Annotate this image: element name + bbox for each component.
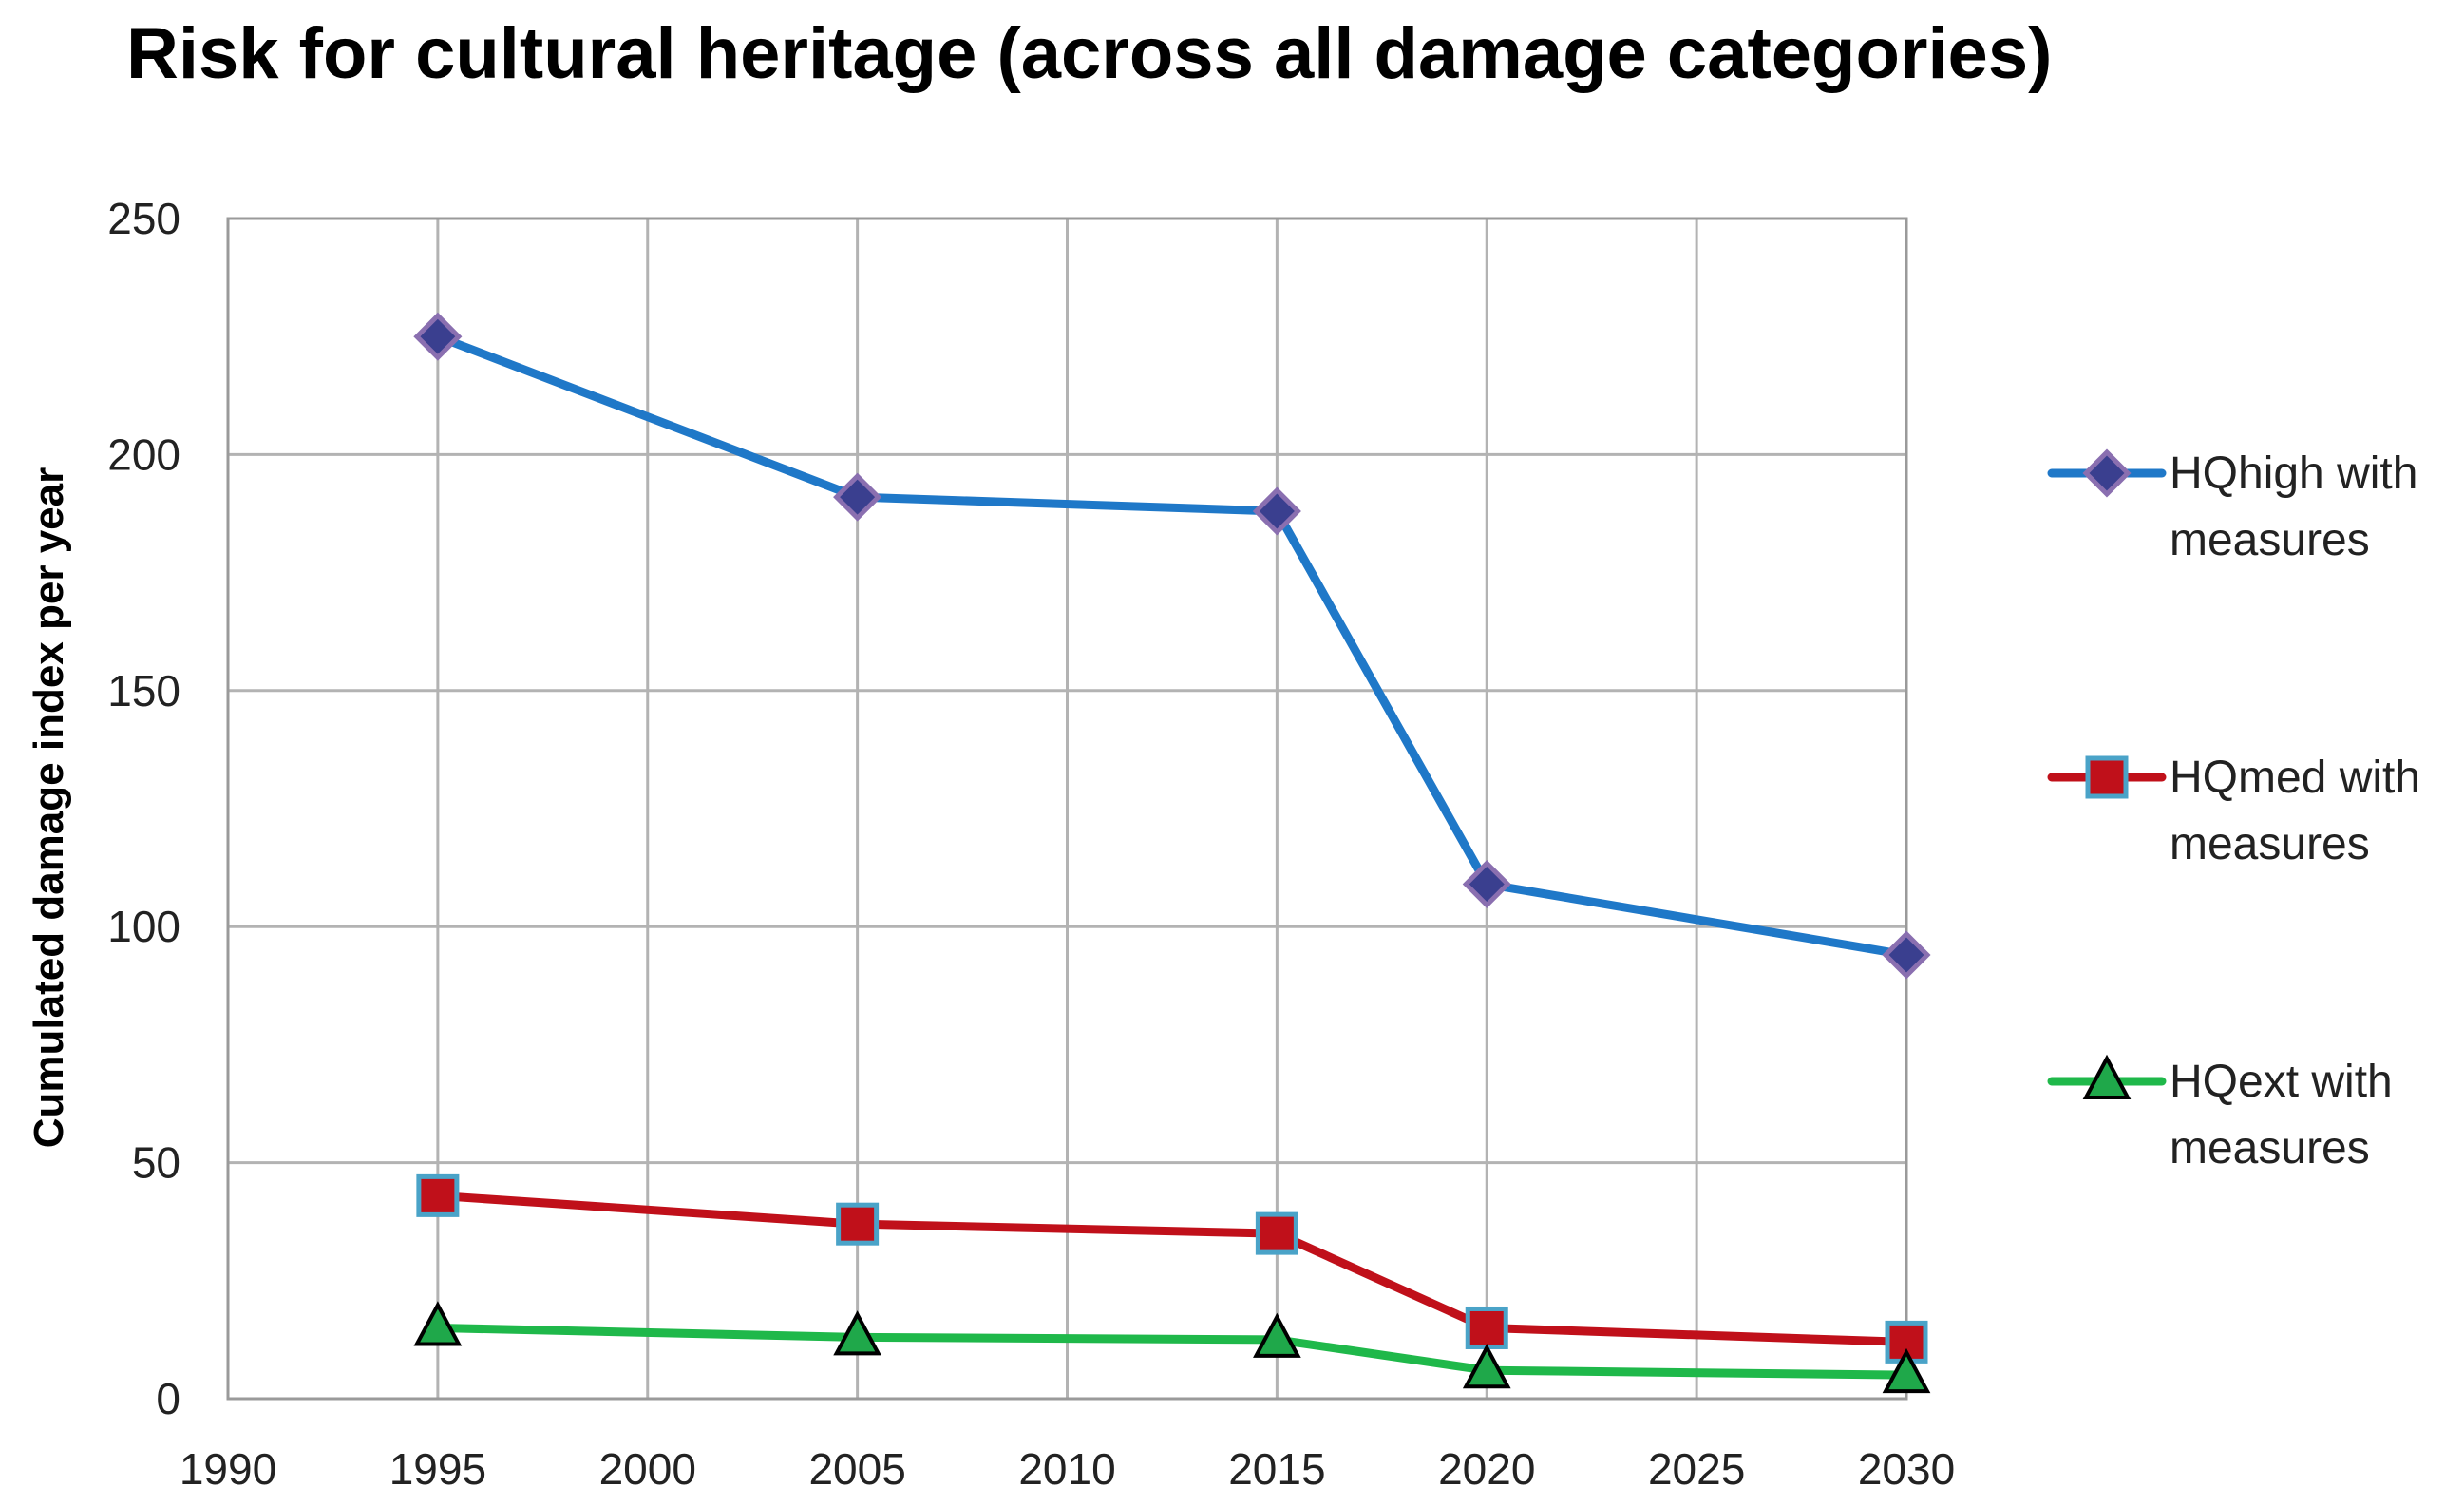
x-tick-label: 2025 <box>1648 1444 1745 1494</box>
data-point <box>1465 1306 1508 1349</box>
y-tick-label: 100 <box>107 902 180 951</box>
legend: HQhigh with measures HQmed with measures HQe… <box>2047 448 2420 1173</box>
legend-item: HQext with measures <box>2047 1054 2393 1173</box>
data-point <box>1882 930 1931 980</box>
series-line <box>433 332 1911 960</box>
legend-item: HQmed with measures <box>2047 753 2420 869</box>
y-tick-label: 0 <box>156 1374 180 1423</box>
data-point <box>833 1310 881 1356</box>
data-point <box>1253 1312 1301 1358</box>
data-point <box>833 472 882 522</box>
y-tick-label: 200 <box>107 429 180 479</box>
x-tick-label: 2030 <box>1858 1444 1955 1494</box>
series-group <box>413 312 1931 1394</box>
grid <box>226 217 1908 1401</box>
chart-title: Risk for cultural heritage (across all d… <box>126 13 2052 94</box>
x-tick-label: 2015 <box>1228 1444 1325 1494</box>
data-point <box>1255 1211 1298 1255</box>
y-tick-label: 150 <box>107 666 180 715</box>
data-point <box>413 312 463 361</box>
data-point <box>836 1202 880 1246</box>
x-tick-label: 1995 <box>389 1444 486 1494</box>
data-point <box>1252 486 1301 536</box>
legend-swatch-marker <box>2085 755 2129 799</box>
x-tick-label: 2000 <box>599 1444 696 1494</box>
legend-label: HQhigh with measures <box>2170 448 2417 565</box>
legend-swatch-marker <box>2082 1054 2132 1099</box>
x-axis-ticks: 1990 1995 2000 2005 2010 2015 2020 2025 2030 <box>180 1444 1955 1494</box>
legend-label: HQmed with measures <box>2170 753 2420 869</box>
y-axis-label: Cumulated damage index per year <box>26 467 72 1148</box>
legend-swatch-marker <box>2082 448 2132 498</box>
x-tick-label: 2010 <box>1018 1444 1115 1494</box>
data-point <box>1882 1347 1931 1394</box>
y-tick-label: 250 <box>107 194 180 243</box>
y-tick-label: 50 <box>132 1138 180 1188</box>
x-tick-label: 1990 <box>180 1444 276 1494</box>
plot-frame <box>226 217 1908 1401</box>
legend-label: HQext with measures <box>2170 1057 2393 1173</box>
data-point <box>413 1301 463 1346</box>
data-point <box>416 1173 460 1217</box>
x-tick-label: 2005 <box>808 1444 905 1494</box>
series-line <box>433 1191 1911 1346</box>
series-diamond <box>413 312 1931 980</box>
data-point <box>1462 859 1511 909</box>
series-triangle <box>413 1301 1931 1394</box>
x-tick-label: 2020 <box>1438 1444 1535 1494</box>
data-point <box>1462 1343 1511 1389</box>
y-axis-ticks: 0 50 100 150 200 250 <box>107 194 180 1423</box>
legend-item: HQhigh with measures <box>2047 448 2417 565</box>
